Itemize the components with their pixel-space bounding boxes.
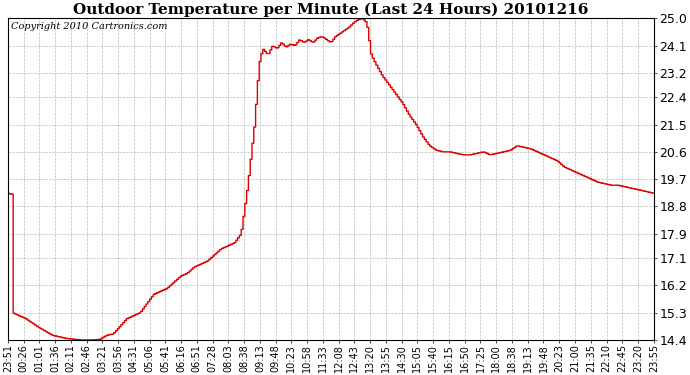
Text: Copyright 2010 Cartronics.com: Copyright 2010 Cartronics.com	[11, 21, 168, 30]
Title: Outdoor Temperature per Minute (Last 24 Hours) 20101216: Outdoor Temperature per Minute (Last 24 …	[73, 3, 589, 17]
